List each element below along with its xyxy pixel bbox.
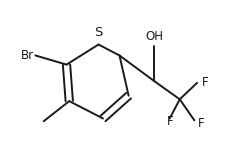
Text: S: S — [94, 26, 102, 39]
Text: Br: Br — [20, 49, 34, 62]
Text: OH: OH — [145, 30, 163, 43]
Text: F: F — [201, 76, 208, 89]
Text: F: F — [166, 115, 172, 128]
Text: F: F — [197, 117, 204, 130]
